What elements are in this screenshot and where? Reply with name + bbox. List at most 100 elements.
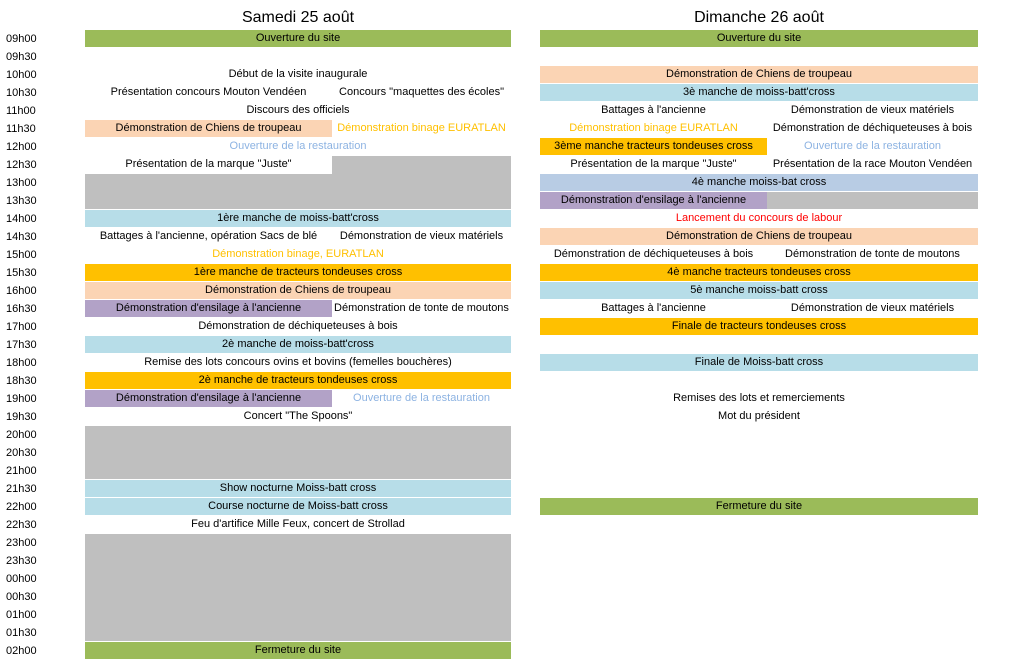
event-cell: Concert "The Spoons" xyxy=(243,410,353,422)
empty-slot-block xyxy=(85,426,511,479)
event-cell: Show nocturne Moiss-batt cross xyxy=(85,480,511,497)
event-cell: Démonstration d'ensilage à l'ancienne xyxy=(85,390,332,407)
time-label: 13h00 xyxy=(6,177,37,189)
event-cell: Présentation de la marque "Juste" xyxy=(570,158,737,170)
event-cell: Démonstration d'ensilage à l'ancienne xyxy=(540,192,767,209)
time-column: 09h00 09h30 10h00 10h30 11h00 11h30 12h0… xyxy=(6,30,76,660)
event-cell: Démonstration binage EURATLAN xyxy=(569,122,738,134)
event-cell: Battages à l'ancienne xyxy=(601,302,706,314)
event-cell: 1ère manche de moiss-batt'cross xyxy=(85,210,511,227)
event-cell: Finale de tracteurs tondeuses cross xyxy=(540,318,978,335)
saturday-title: Samedi 25 août xyxy=(241,9,355,26)
event-cell: 3è manche de moiss-batt'cross xyxy=(540,84,978,101)
event-cell: Démonstration de tonte de moutons xyxy=(334,302,509,314)
event-cell: 5è manche moiss-batt cross xyxy=(540,282,978,299)
time-label: 23h30 xyxy=(6,555,37,567)
time-label: 15h00 xyxy=(6,249,37,261)
empty-slot-block xyxy=(332,156,511,174)
event-cell: Démonstration de Chiens de troupeau xyxy=(540,228,978,245)
time-label: 16h30 xyxy=(6,303,37,315)
time-label: 22h00 xyxy=(6,501,37,513)
time-label: 19h30 xyxy=(6,411,37,423)
event-cell: Démonstration d'ensilage à l'ancienne xyxy=(85,300,332,317)
time-label: 17h00 xyxy=(6,321,37,333)
time-label: 21h30 xyxy=(6,483,37,495)
time-label: 20h30 xyxy=(6,447,37,459)
time-label: 01h30 xyxy=(6,627,37,639)
event-cell: Remise des lots concours ovins et bovins… xyxy=(144,356,452,368)
event-cell: Démonstration de déchiqueteuses à bois xyxy=(772,122,973,134)
empty-slot-block xyxy=(85,174,511,209)
time-label: 13h30 xyxy=(6,195,37,207)
time-label: 00h00 xyxy=(6,573,37,585)
event-cell: Démonstration de vieux matériels xyxy=(790,104,955,116)
event-cell: Début de la visite inaugurale xyxy=(228,68,368,80)
event-cell: 3ème manche tracteurs tondeuses cross xyxy=(540,138,767,155)
event-cell: Remises des lots et remerciements xyxy=(673,392,845,404)
time-label: 12h30 xyxy=(6,159,37,171)
event-cell: Ouverture du site xyxy=(85,30,511,47)
time-label: 14h00 xyxy=(6,213,37,225)
saturday-column: Ouverture du site Début de la visite ina… xyxy=(85,30,511,660)
time-label: 01h00 xyxy=(6,609,37,621)
time-label: 19h00 xyxy=(6,393,37,405)
event-cell: Battages à l'ancienne xyxy=(601,104,706,116)
time-label: 23h00 xyxy=(6,537,37,549)
event-cell: 2è manche de tracteurs tondeuses cross xyxy=(85,372,511,389)
event-cell: 1ère manche de tracteurs tondeuses cross xyxy=(85,264,511,281)
empty-slot-block xyxy=(767,192,978,209)
time-label: 22h30 xyxy=(6,519,37,531)
event-cell: Ouverture de la restauration xyxy=(353,392,490,404)
time-label: 00h30 xyxy=(6,591,37,603)
event-cell: Mot du président xyxy=(718,410,800,422)
time-label: 18h00 xyxy=(6,357,37,369)
event-cell: Présentation de la marque "Juste" xyxy=(125,158,292,170)
event-cell: Démonstration binage, EURATLAN xyxy=(212,248,384,260)
time-label: 02h00 xyxy=(6,645,37,657)
event-cell: Feu d'artifice Mille Feux, concert de St… xyxy=(191,518,405,530)
event-cell: Démonstration binage EURATLAN xyxy=(337,122,506,134)
event-cell: Finale de Moiss-batt cross xyxy=(540,354,978,371)
time-label: 10h00 xyxy=(6,69,37,81)
event-cell: 4è manche moiss-bat cross xyxy=(540,174,978,191)
event-cell: Démonstration de déchiqueteuses à bois xyxy=(553,248,754,260)
time-label: 20h00 xyxy=(6,429,37,441)
time-label: 11h30 xyxy=(6,123,36,135)
time-label: 10h30 xyxy=(6,87,37,99)
event-cell: Fermeture du site xyxy=(85,642,511,659)
empty-slot-block xyxy=(85,534,511,641)
time-label: 17h30 xyxy=(6,339,37,351)
time-label: 09h00 xyxy=(6,33,37,45)
event-cell: Démonstration de tonte de moutons xyxy=(785,248,960,260)
sunday-title: Dimanche 26 août xyxy=(694,9,824,26)
time-label: 18h30 xyxy=(6,375,37,387)
event-cell: 2è manche de moiss-batt'cross xyxy=(85,336,511,353)
time-label: 15h30 xyxy=(6,267,37,279)
event-cell: Ouverture de la restauration xyxy=(229,140,367,152)
event-cell: Lancement du concours de labour xyxy=(675,212,843,224)
event-cell: Démonstration de Chiens de troupeau xyxy=(85,282,511,299)
time-label: 21h00 xyxy=(6,465,37,477)
event-cell: Concours "maquettes des écoles" xyxy=(339,86,504,98)
event-cell: Course nocturne de Moiss-batt cross xyxy=(85,498,511,515)
time-label: 16h00 xyxy=(6,285,37,297)
event-cell: Fermeture du site xyxy=(540,498,978,515)
event-cell: Démonstration de vieux matériels xyxy=(790,302,955,314)
event-cell: Battages à l'ancienne, opération Sacs de… xyxy=(99,230,318,242)
event-cell: Démonstration de déchiqueteuses à bois xyxy=(198,320,398,332)
event-cell: Présentation de la race Mouton Vendéen xyxy=(772,158,973,170)
time-label: 12h00 xyxy=(6,141,37,153)
event-cell: Démonstration de vieux matériels xyxy=(339,230,504,242)
event-cell: Présentation concours Mouton Vendéen xyxy=(110,86,307,98)
event-cell: 4è manche tracteurs tondeuses cross xyxy=(540,264,978,281)
event-cell: Démonstration de Chiens de troupeau xyxy=(85,120,332,137)
event-cell: Démonstration de Chiens de troupeau xyxy=(540,66,978,83)
event-cell: Ouverture du site xyxy=(540,30,978,47)
sunday-column: Ouverture du site Démonstration de Chien… xyxy=(540,30,978,516)
event-cell: Discours des officiels xyxy=(246,104,350,116)
time-label: 11h00 xyxy=(6,105,36,117)
time-label: 14h30 xyxy=(6,231,37,243)
time-label: 09h30 xyxy=(6,51,37,63)
event-cell: Ouverture de la restauration xyxy=(804,140,941,152)
